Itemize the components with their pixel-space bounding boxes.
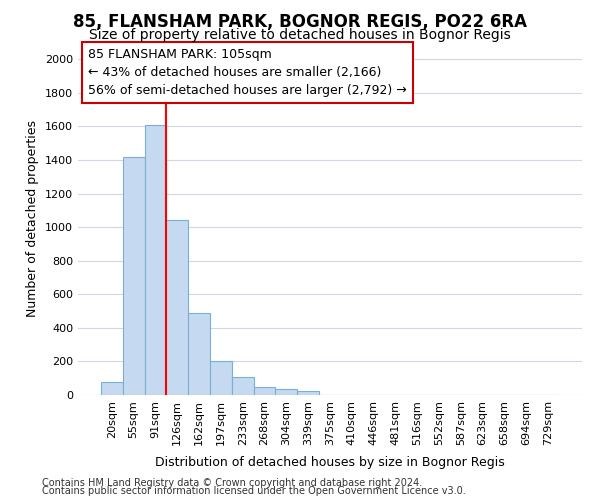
Bar: [188, 313, 210, 395]
Bar: [123, 156, 145, 395]
Text: Contains public sector information licensed under the Open Government Licence v3: Contains public sector information licen…: [42, 486, 466, 496]
Text: Size of property relative to detached houses in Bognor Regis: Size of property relative to detached ho…: [89, 28, 511, 42]
Bar: [232, 378, 254, 395]
Bar: [166, 220, 188, 395]
Bar: [254, 387, 275, 395]
Bar: [101, 382, 123, 395]
Y-axis label: Number of detached properties: Number of detached properties: [26, 120, 40, 318]
Text: 85, FLANSHAM PARK, BOGNOR REGIS, PO22 6RA: 85, FLANSHAM PARK, BOGNOR REGIS, PO22 6R…: [73, 12, 527, 30]
Bar: [145, 124, 166, 395]
Text: Contains HM Land Registry data © Crown copyright and database right 2024.: Contains HM Land Registry data © Crown c…: [42, 478, 422, 488]
X-axis label: Distribution of detached houses by size in Bognor Regis: Distribution of detached houses by size …: [155, 456, 505, 469]
Text: 85 FLANSHAM PARK: 105sqm
← 43% of detached houses are smaller (2,166)
56% of sem: 85 FLANSHAM PARK: 105sqm ← 43% of detach…: [88, 48, 407, 97]
Bar: [297, 392, 319, 395]
Bar: [210, 360, 232, 395]
Bar: [275, 389, 297, 395]
